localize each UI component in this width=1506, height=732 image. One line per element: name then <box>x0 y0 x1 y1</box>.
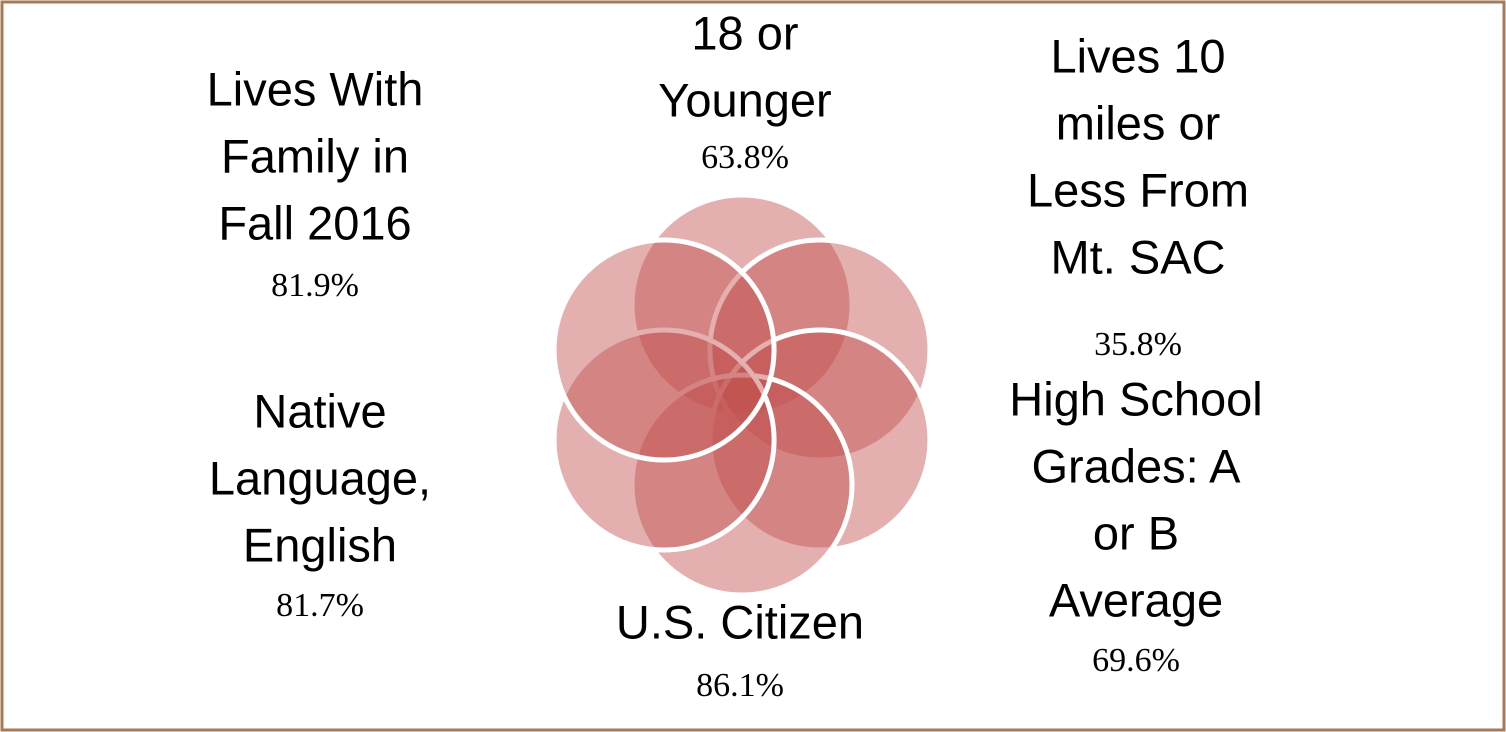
stat-value: 63.8% <box>701 139 789 176</box>
stat-label: Average <box>1049 573 1223 626</box>
stat-label: Language, <box>209 451 431 504</box>
stat-label: English <box>243 518 397 571</box>
petal <box>707 327 933 553</box>
stat-label: Younger <box>658 73 831 126</box>
stat-item: Lives With Family in Fall 2016 81.9% <box>207 62 424 303</box>
petal <box>629 192 855 418</box>
stat-item: Lives 10 miles or Less From Mt. SAC 35.8% <box>1027 29 1249 362</box>
stat-label: Mt. SAC <box>1051 230 1226 283</box>
stat-label: Fall 2016 <box>218 196 411 249</box>
flower <box>551 192 933 598</box>
stat-value: 69.6% <box>1092 642 1180 679</box>
stat-label: Less From <box>1027 163 1249 216</box>
stat-label: Family in <box>221 129 409 182</box>
stat-item: 18 or Younger 63.8% <box>658 6 831 175</box>
stat-label: 18 or <box>691 6 798 59</box>
stat-label: or B <box>1093 506 1179 559</box>
petal <box>551 237 777 463</box>
stat-value: 35.8% <box>1094 326 1182 363</box>
petal <box>629 372 855 598</box>
petal <box>707 237 933 463</box>
stat-value: 86.1% <box>696 667 784 704</box>
stat-label: Lives 10 <box>1050 29 1225 82</box>
stat-item: Native Language, English 81.7% <box>209 384 431 623</box>
stat-label: Grades: A <box>1032 439 1242 492</box>
petal <box>551 327 777 553</box>
stat-item: U.S. Citizen 86.1% <box>616 595 864 703</box>
stat-label: Native <box>253 384 386 437</box>
stat-label: miles or <box>1056 96 1221 149</box>
stat-value: 81.7% <box>276 587 364 624</box>
stat-value: 81.9% <box>271 267 359 304</box>
stat-label: High School <box>1009 372 1262 425</box>
stat-label: Lives With <box>207 62 424 115</box>
stat-label: U.S. Citizen <box>616 595 864 648</box>
stat-item: High School Grades: A or B Average 69.6% <box>1009 372 1262 678</box>
